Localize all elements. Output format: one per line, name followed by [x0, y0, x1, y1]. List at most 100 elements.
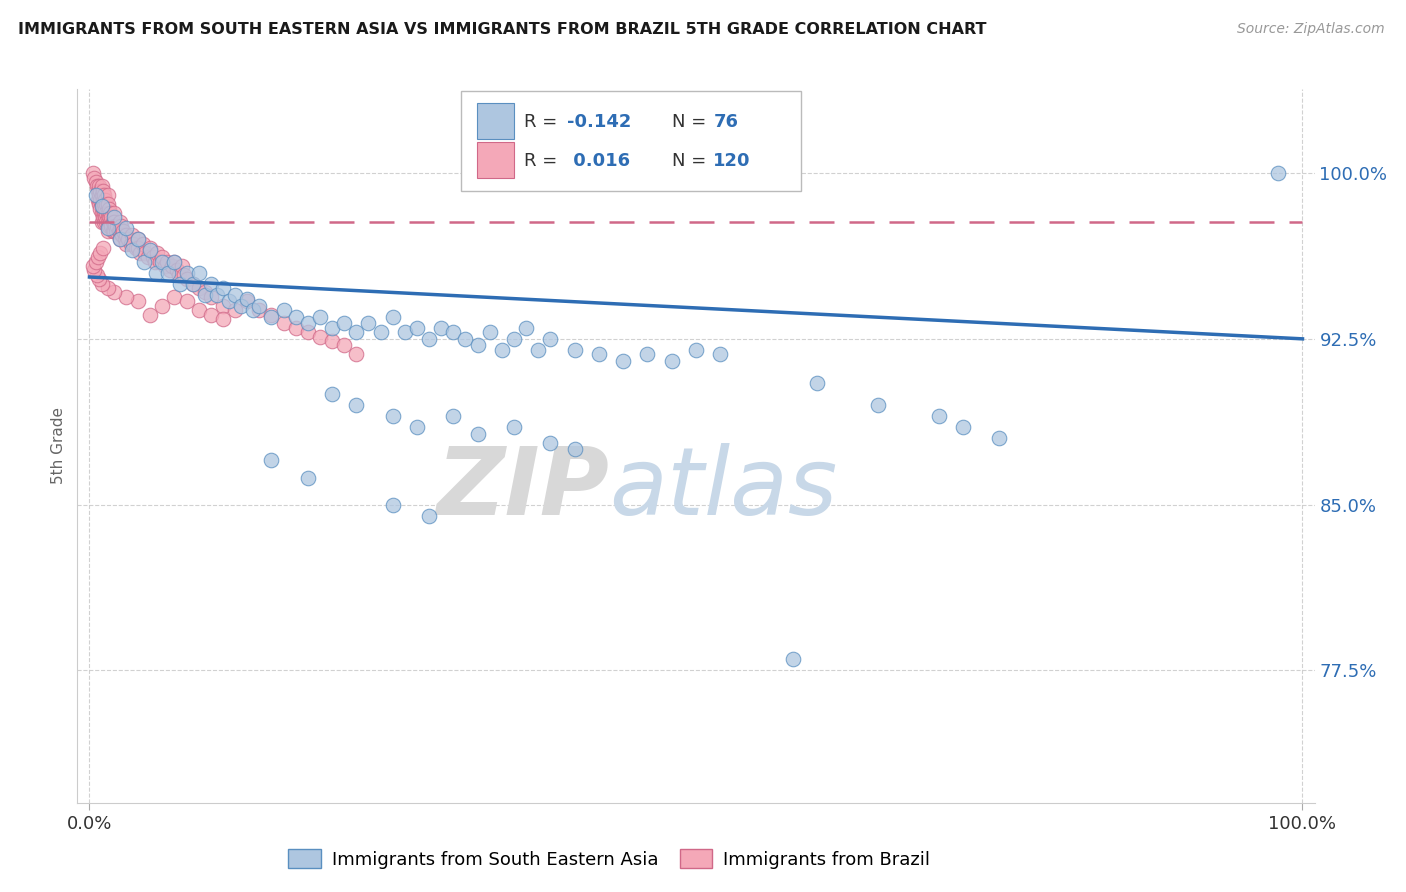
Point — [212, 299, 235, 313]
Point — [538, 435, 561, 450]
Point — [454, 332, 477, 346]
Point — [478, 325, 501, 339]
Point — [91, 211, 114, 225]
Point — [115, 227, 138, 242]
Point — [333, 338, 356, 352]
Point — [83, 263, 105, 277]
Point — [247, 303, 270, 318]
Point — [101, 224, 124, 238]
Point — [90, 179, 112, 194]
Point — [284, 310, 307, 324]
Point — [928, 409, 950, 424]
Point — [111, 227, 134, 242]
Point — [127, 232, 149, 246]
Point — [166, 263, 188, 277]
Point — [309, 329, 332, 343]
Point — [242, 303, 264, 318]
Point — [84, 175, 107, 189]
Point — [146, 245, 169, 260]
Point — [538, 332, 561, 346]
Point — [163, 254, 186, 268]
Point — [163, 254, 186, 268]
Point — [90, 206, 112, 220]
Point — [89, 202, 111, 216]
Point — [108, 232, 131, 246]
Point — [90, 277, 112, 291]
Point — [132, 236, 155, 251]
Point — [381, 310, 404, 324]
Point — [89, 188, 111, 202]
Point — [103, 285, 125, 300]
Point — [612, 354, 634, 368]
Point — [260, 310, 283, 324]
Point — [200, 308, 222, 322]
Point — [187, 281, 209, 295]
Point — [139, 241, 162, 255]
Point — [1267, 166, 1289, 180]
Point — [124, 241, 146, 255]
Point — [200, 290, 222, 304]
Point — [89, 184, 111, 198]
Point — [100, 219, 122, 234]
Point — [187, 266, 209, 280]
Text: ZIP: ZIP — [436, 442, 609, 535]
Point — [103, 215, 125, 229]
Point — [588, 347, 610, 361]
Point — [107, 224, 129, 238]
Point — [515, 320, 537, 334]
Point — [97, 221, 120, 235]
Point — [97, 215, 120, 229]
Point — [105, 224, 128, 238]
Point — [100, 211, 122, 225]
Point — [120, 236, 142, 251]
Point — [564, 442, 586, 457]
Point — [176, 266, 198, 280]
FancyBboxPatch shape — [477, 103, 515, 139]
Point — [200, 277, 222, 291]
Point — [141, 250, 163, 264]
Point — [418, 332, 440, 346]
Point — [260, 453, 283, 467]
Point — [150, 299, 173, 313]
Text: 0.016: 0.016 — [567, 152, 630, 169]
Point — [98, 206, 121, 220]
Text: atlas: atlas — [609, 443, 838, 534]
Point — [83, 170, 105, 185]
FancyBboxPatch shape — [461, 91, 801, 191]
Text: -0.142: -0.142 — [567, 113, 631, 131]
Point — [90, 188, 112, 202]
Point — [194, 285, 217, 300]
Point — [97, 211, 120, 225]
Point — [94, 193, 117, 207]
Point — [97, 206, 120, 220]
Point — [90, 215, 112, 229]
Point — [503, 332, 526, 346]
Point — [103, 206, 125, 220]
Point — [129, 245, 152, 260]
Point — [82, 166, 104, 180]
Point — [117, 232, 139, 246]
Point — [94, 202, 117, 216]
Point — [93, 197, 115, 211]
Text: N =: N = — [672, 113, 707, 131]
Point — [260, 308, 283, 322]
Point — [132, 254, 155, 268]
Point — [89, 272, 111, 286]
Point — [212, 281, 235, 295]
Point — [149, 254, 172, 268]
Point — [167, 268, 190, 282]
Point — [321, 320, 343, 334]
Point — [110, 219, 132, 234]
Point — [93, 206, 115, 220]
Point — [527, 343, 550, 357]
Point — [145, 266, 167, 280]
Point — [247, 299, 270, 313]
Point — [89, 193, 111, 207]
Point — [115, 221, 138, 235]
Point — [273, 303, 295, 318]
Point — [194, 287, 217, 301]
Point — [84, 254, 107, 268]
Point — [94, 211, 117, 225]
Point — [97, 188, 120, 202]
Point — [224, 287, 246, 301]
